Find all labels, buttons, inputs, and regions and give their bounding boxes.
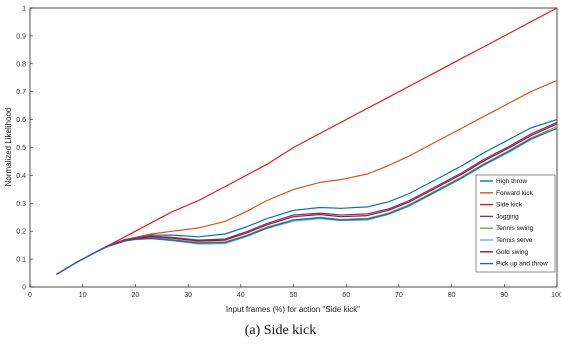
y-tick-label: 0.3 — [16, 201, 26, 208]
x-axis-ticks: 0 10 20 30 40 50 60 70 80 90 100 — [28, 284, 561, 299]
x-tick-label: 20 — [132, 292, 140, 299]
x-tick-label: 100 — [551, 292, 561, 299]
series-line-8 — [56, 127, 558, 275]
x-tick-label: 10 — [79, 292, 87, 299]
series-line-3 — [56, 7, 558, 275]
figure-caption: (a) Side kick — [244, 323, 317, 338]
legend-label: Gold swing — [496, 249, 529, 256]
x-axis-label: Input frames (%) for action "Side kick" — [226, 305, 360, 314]
y-tick-label: 0.2 — [16, 229, 26, 236]
y-tick-label: 0.8 — [16, 61, 26, 68]
legend-label: Tennis swing — [496, 225, 534, 232]
x-tick-label: 30 — [184, 292, 192, 299]
series-lines — [56, 7, 558, 275]
x-tick-label: 50 — [290, 292, 298, 299]
y-tick-label: 0 — [22, 285, 26, 292]
legend-label: High throw — [496, 178, 527, 185]
legend-label: Tennis serve — [496, 237, 533, 244]
y-tick-label: 0.6 — [16, 117, 26, 124]
y-tick-label: 0.5 — [16, 145, 26, 152]
legend: High throw Forward kick Side kick Jogging Te… — [475, 174, 556, 273]
legend-label: Side kick — [496, 202, 523, 209]
y-axis-ticks: 0 0.1 0.2 0.3 0.4 0.5 0.6 0.7 0.8 0.9 1 — [16, 6, 33, 292]
y-tick-label: 0.1 — [16, 257, 26, 264]
y-axis-label: Normalized Likelihood — [4, 108, 13, 187]
x-tick-label: 80 — [448, 292, 456, 299]
legend-box — [475, 174, 556, 273]
legend-label: Pick up and throw — [496, 261, 548, 268]
y-tick-label: 0.7 — [16, 89, 26, 96]
y-tick-label: 0.4 — [16, 173, 26, 180]
x-tick-label: 90 — [500, 292, 508, 299]
legend-label: Jogging — [496, 213, 519, 220]
x-tick-label: 60 — [342, 292, 350, 299]
x-tick-label: 40 — [237, 292, 245, 299]
line-chart: 0 10 20 30 40 50 60 70 80 90 100 00.10.20.30.40.50… — [4, 6, 561, 315]
y-tick-label: 1 — [22, 6, 26, 13]
legend-label: Forward kick — [496, 190, 534, 197]
x-tick-label: 70 — [395, 292, 403, 299]
x-tick-label: 0 — [28, 292, 32, 299]
y-tick-label: 0.9 — [16, 33, 26, 40]
